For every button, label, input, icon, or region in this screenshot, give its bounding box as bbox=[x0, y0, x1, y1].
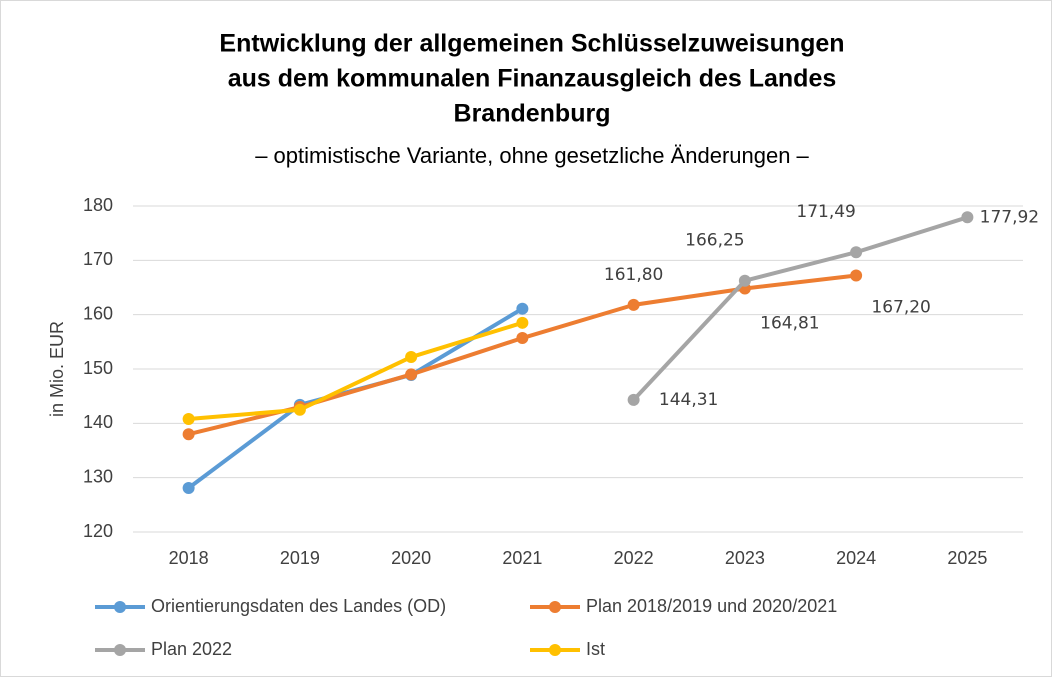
x-tick-label: 2022 bbox=[614, 548, 654, 568]
x-tick-label: 2025 bbox=[947, 548, 987, 568]
y-tick-label: 120 bbox=[83, 521, 113, 541]
x-tick-label: 2021 bbox=[502, 548, 542, 568]
data-label: 161,80 bbox=[604, 265, 663, 285]
data-label: 144,31 bbox=[659, 390, 718, 410]
data-point bbox=[182, 428, 195, 441]
data-point bbox=[961, 211, 974, 224]
x-tick-label: 2019 bbox=[280, 548, 320, 568]
series-line bbox=[632, 215, 968, 402]
data-point bbox=[627, 393, 640, 406]
y-tick-label: 150 bbox=[83, 358, 113, 378]
x-tick-label: 2018 bbox=[169, 548, 209, 568]
legend-label: Plan 2022 bbox=[151, 639, 232, 659]
data-point bbox=[850, 246, 863, 259]
y-tick-label: 140 bbox=[83, 412, 113, 432]
y-tick-label: 170 bbox=[83, 249, 113, 269]
chart-title: Entwicklung der allgemeinen Schlüsselzuw… bbox=[219, 30, 844, 58]
y-tick-label: 160 bbox=[83, 303, 113, 323]
data-point bbox=[182, 481, 195, 494]
legend-label: Plan 2018/2019 und 2020/2021 bbox=[586, 596, 837, 616]
x-tick-label: 2020 bbox=[391, 548, 431, 568]
data-label: 166,25 bbox=[685, 231, 744, 251]
chart-subtitle: – optimistische Variante, ohne gesetzlic… bbox=[255, 143, 809, 168]
y-tick-label: 180 bbox=[83, 195, 113, 215]
legend-marker bbox=[114, 644, 126, 656]
data-label: 167,20 bbox=[871, 298, 930, 318]
series-line bbox=[188, 320, 523, 421]
data-label: 171,49 bbox=[796, 202, 855, 222]
data-point bbox=[182, 412, 195, 425]
chart-title: aus dem kommunalen Finanzausgleich des L… bbox=[228, 65, 837, 93]
legend-label: Orientierungsdaten des Landes (OD) bbox=[151, 596, 446, 616]
data-point bbox=[405, 351, 418, 364]
data-point bbox=[293, 403, 306, 416]
data-label: 177,92 bbox=[980, 207, 1039, 227]
data-point bbox=[405, 368, 418, 381]
data-point bbox=[516, 302, 529, 315]
legend-marker bbox=[549, 601, 561, 613]
legend-label: Ist bbox=[586, 639, 605, 659]
data-point bbox=[627, 298, 640, 311]
data-point bbox=[850, 269, 863, 282]
legend-marker bbox=[114, 601, 126, 613]
legend-marker bbox=[549, 644, 561, 656]
x-tick-label: 2024 bbox=[836, 548, 876, 568]
y-axis-label: in Mio. EUR bbox=[47, 321, 67, 417]
y-tick-label: 130 bbox=[83, 466, 113, 486]
data-point bbox=[516, 316, 529, 329]
data-label: 164,81 bbox=[760, 314, 819, 334]
data-point bbox=[738, 274, 751, 287]
x-tick-label: 2023 bbox=[725, 548, 765, 568]
chart-title: Brandenburg bbox=[454, 100, 611, 128]
data-point bbox=[516, 332, 529, 345]
